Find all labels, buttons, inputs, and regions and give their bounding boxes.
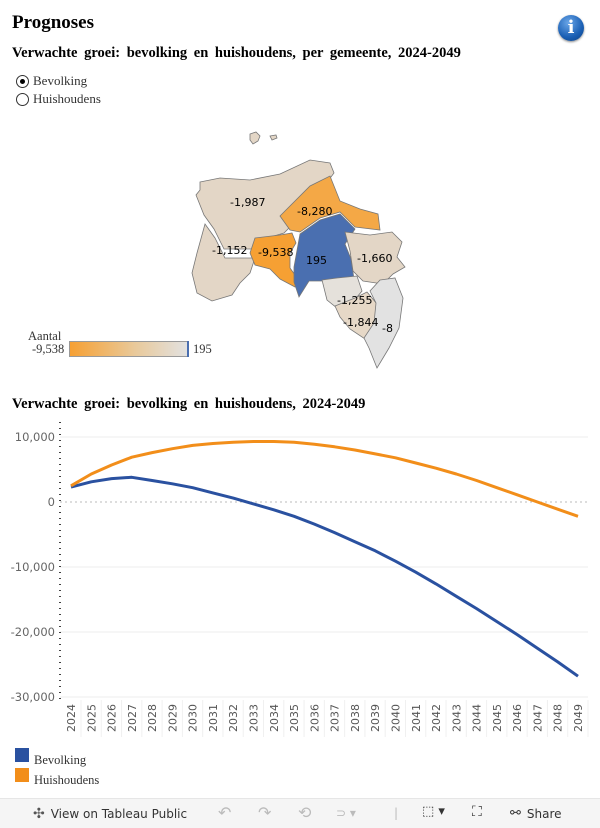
x-tick-label: 2025 (85, 704, 98, 732)
legend-positive-marker (187, 341, 189, 357)
radio-huishoudens[interactable]: Huishoudens (16, 91, 101, 107)
x-tick-label: 2029 (166, 704, 179, 732)
region-east (344, 231, 406, 285)
radio-button-selected[interactable] (16, 74, 29, 88)
map-label: -9,538 (258, 246, 293, 259)
view-on-tableau-label: View on Tableau Public (50, 807, 188, 821)
x-tick-label: 2043 (450, 704, 463, 732)
x-tick-label: 2041 (410, 704, 423, 732)
y-tick-label: -30,000 (11, 690, 55, 704)
legend-min: -9,538 (32, 342, 65, 356)
tableau-toolbar: ✣ View on Tableau Public ↶ ↷ ⟲ ⊃ ▾ | ⬚ ▾… (0, 798, 600, 828)
share-label: Share (526, 806, 562, 821)
legend-title: Aantal (28, 329, 62, 343)
x-tick-label: 2038 (349, 704, 362, 732)
legend-max: 195 (193, 342, 212, 356)
x-tick-label: 2036 (308, 704, 321, 732)
view-on-tableau-button[interactable]: ✣ View on Tableau Public (33, 806, 187, 822)
line-chart: 10,000 0 -10,000 -20,000 -30,000 2024 2025 202… (11, 422, 589, 737)
y-tick-label: -10,000 (11, 560, 55, 574)
info-icon[interactable]: i (558, 15, 584, 41)
map: -1,987 -8,280 -1,152 -9,538 195 -1,660 -… (191, 131, 406, 369)
refresh-icon[interactable]: ⊃ ▾ (336, 806, 356, 820)
x-tick-label: 2033 (248, 704, 261, 732)
page-title: Prognoses (12, 12, 94, 33)
revert-icon[interactable]: ⟲ (298, 803, 312, 822)
map-label: -1,987 (230, 196, 265, 209)
x-tick-label: 2040 (389, 704, 402, 732)
map-label: -1,844 (343, 316, 378, 329)
map-label: -1,152 (212, 244, 247, 257)
region-northwest (195, 159, 335, 250)
radio-label: Bevolking (33, 73, 88, 88)
share-icon: ⚯ (510, 806, 521, 821)
x-tick-label: 2044 (471, 704, 484, 732)
x-tick-label: 2047 (531, 704, 544, 732)
x-tick-label: 2026 (106, 704, 119, 732)
map-label: 195 (306, 254, 327, 267)
radio-label: Huishoudens (33, 91, 101, 106)
map-subtitle: Verwachte groei: bevolking en huishouden… (12, 45, 461, 61)
legend-label-huishoudens: Huishoudens (34, 773, 100, 787)
map-label: -8 (382, 322, 393, 335)
legend-swatch-bevolking (15, 748, 29, 762)
color-legend-bar (69, 341, 189, 357)
x-tick-label: 2042 (430, 704, 443, 732)
map-label: -1,255 (337, 294, 372, 307)
x-tick-label: 2037 (329, 704, 342, 732)
series-line-huishoudens[interactable] (70, 440, 579, 518)
x-tick-label: 2048 (552, 704, 565, 732)
x-tick-label: 2027 (126, 704, 139, 732)
radio-button[interactable] (16, 92, 29, 106)
x-tick-label: 2045 (491, 704, 504, 732)
x-tick-label: 2028 (146, 704, 159, 732)
radio-bevolking[interactable]: Bevolking (16, 73, 87, 89)
tableau-logo-icon: ✣ (33, 806, 45, 822)
island-2 (269, 134, 278, 141)
region-west (191, 223, 256, 302)
fullscreen-icon[interactable]: ⛶ (472, 804, 482, 820)
region-southeast (363, 277, 404, 369)
share-button[interactable]: ⚯ Share (510, 806, 562, 821)
download-icon[interactable]: ⬚ ▾ (422, 804, 445, 819)
map-label: -8,280 (297, 205, 332, 218)
region-north-orange (279, 175, 381, 233)
y-tick-label: -20,000 (11, 625, 55, 639)
toolbar-divider: | (394, 806, 399, 820)
series-line-bevolking[interactable] (70, 475, 579, 678)
x-tick-label: 2031 (207, 704, 220, 732)
region-orange-west (249, 232, 301, 288)
undo-icon[interactable]: ↶ (218, 803, 232, 822)
y-tick-label: 0 (48, 495, 55, 509)
x-tick-label: 2024 (65, 704, 78, 732)
x-tick-label: 2049 (572, 704, 585, 732)
x-tick-label: 2030 (187, 704, 200, 732)
x-tick-label: 2032 (227, 704, 240, 732)
x-tick-label: 2035 (288, 704, 301, 732)
redo-icon[interactable]: ↷ (258, 803, 272, 822)
legend-swatch-huishoudens (15, 768, 29, 782)
chart-subtitle: Verwachte groei: bevolking en huishouden… (12, 396, 366, 412)
x-tick-label: 2046 (511, 704, 524, 732)
legend-label-bevolking: Bevolking (34, 753, 87, 767)
x-tick-label: 2039 (369, 704, 382, 732)
map-label: -1,660 (357, 252, 392, 265)
y-tick-label: 10,000 (15, 430, 55, 444)
island-1 (249, 131, 261, 145)
x-tick-label: 2034 (268, 704, 281, 732)
